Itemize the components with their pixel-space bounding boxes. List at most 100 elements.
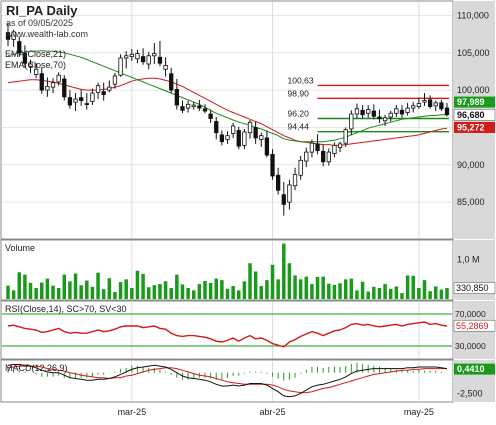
candle-body: [427, 99, 433, 107]
macd-signal-line: [7, 365, 447, 394]
macd-series: [7, 362, 448, 398]
price-tag-label: 97,989: [457, 97, 485, 107]
price-tag: [454, 121, 495, 133]
candle-body: [11, 31, 16, 40]
candle-body: [140, 56, 146, 63]
x-tick-label: may-25: [404, 407, 434, 417]
volume-bar: [130, 288, 134, 299]
legend-ema21: EMA(Close,21): [5, 49, 66, 59]
volume-bar: [40, 282, 44, 299]
volume-bar: [276, 279, 280, 299]
volume-bar: [253, 271, 258, 299]
candle-body: [444, 107, 450, 116]
candle-body: [343, 129, 348, 144]
candle-body: [45, 86, 50, 91]
volume-bar: [146, 287, 151, 299]
grid-lines: [2, 2, 452, 401]
price-tick-label: 90,000: [457, 160, 485, 170]
volume-bar: [90, 286, 95, 299]
volume-bar: [73, 273, 78, 299]
candle-body: [17, 41, 22, 54]
candle-body: [439, 102, 444, 110]
volume-bar: [332, 284, 337, 299]
volume-bar: [248, 263, 252, 299]
rsi-tick-label: 30,0000: [455, 341, 486, 351]
rsi-tick-label: 70,0000: [455, 309, 486, 319]
candle-body: [208, 113, 213, 119]
candle-body: [422, 100, 427, 103]
volume-bar: [321, 276, 325, 299]
candle-body: [382, 117, 388, 122]
volume-bar: [383, 284, 387, 299]
candle-body: [332, 144, 337, 155]
candle-body: [247, 121, 253, 134]
x-tick-label: abr-25: [260, 407, 286, 417]
candle-body: [354, 108, 360, 115]
volume-title: Volume: [5, 243, 35, 253]
volume-bar: [298, 279, 303, 299]
rsi-title: RSI(Close,14), SC>70, SV<30: [5, 304, 127, 314]
candle-body: [90, 92, 95, 102]
candle-body: [298, 159, 303, 176]
volume-bar: [270, 264, 275, 299]
volume-bar: [220, 280, 224, 299]
volume-bar: [231, 286, 235, 299]
candle-body: [326, 151, 331, 163]
candle-body: [174, 88, 179, 106]
volume-bar: [225, 288, 230, 299]
candle-body: [163, 65, 168, 70]
volume-bar: [405, 275, 410, 299]
candle-body: [242, 131, 247, 146]
volume-bar: [259, 286, 264, 299]
volume-bar: [343, 279, 348, 299]
volume-bar: [107, 278, 112, 299]
macd-line: [7, 364, 448, 398]
level-label: 96,20: [288, 109, 310, 119]
x-tick-label: mar-25: [118, 407, 147, 417]
candle-body: [202, 108, 208, 112]
rsi-series: [2, 313, 452, 348]
volume-bar: [287, 263, 292, 299]
volume-bar: [124, 279, 128, 299]
candle-body: [180, 106, 185, 111]
candle-body: [225, 135, 230, 140]
volume-bar: [242, 281, 247, 299]
volume-bar: [56, 288, 61, 299]
volume-bar: [113, 291, 117, 299]
volume-bar: [394, 286, 399, 299]
level-label: 100,63: [288, 75, 314, 85]
volume-bar: [175, 274, 179, 299]
volume-bar: [422, 280, 427, 299]
volume-bar: [169, 288, 173, 299]
candle-body: [95, 85, 101, 93]
candle-body: [377, 116, 382, 119]
candle-body: [264, 137, 270, 156]
candle-body: [433, 102, 438, 107]
candle-body: [219, 134, 225, 143]
rsi-line: [7, 321, 448, 348]
volume-bar: [310, 284, 314, 299]
volume-bar: [79, 285, 83, 299]
volume-bar: [118, 282, 123, 299]
candle-body: [236, 130, 241, 147]
rsi-last-label: 55,2869: [456, 321, 489, 331]
price-tick-label: 100,000: [457, 85, 490, 95]
macd-title: MACD(12,26,9): [5, 363, 68, 373]
volume-bar: [293, 275, 297, 299]
candle-body: [360, 109, 365, 116]
volume-bar: [327, 283, 331, 299]
date-line: as of 09/05/2025: [6, 18, 73, 28]
candle-body: [169, 73, 174, 91]
candle-body: [197, 105, 202, 109]
candle-body: [253, 127, 258, 139]
price-tick-label: 85,000: [457, 197, 485, 207]
volume-bar: [411, 275, 415, 299]
volume-bar: [85, 280, 89, 299]
volume-bar: [197, 284, 202, 299]
volume-bar: [366, 291, 370, 299]
volume-bar: [51, 285, 55, 299]
volume-bar: [62, 274, 67, 299]
volume-bar: [17, 272, 22, 299]
candle-body: [107, 86, 112, 91]
volume-tick-label: 1,0 M: [457, 255, 480, 265]
